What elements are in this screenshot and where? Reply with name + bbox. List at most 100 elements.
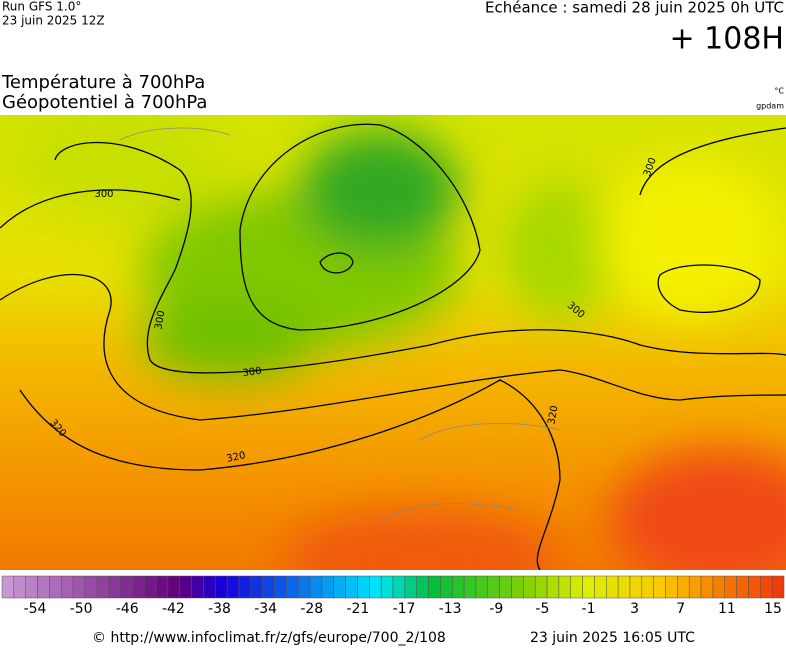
colorbar-swatch	[309, 575, 323, 599]
colorbar-tick-label: -13	[439, 601, 462, 617]
colorbar-swatch	[345, 575, 358, 599]
colorbar-tick-label: -46	[116, 601, 139, 617]
colorbar-tick-label: 7	[676, 601, 685, 617]
colorbar-swatch	[191, 575, 204, 599]
colorbar-swatch	[736, 575, 749, 599]
colorbar-swatch	[96, 575, 109, 599]
colorbar-tick-label: 3	[630, 601, 639, 617]
forecast: Echéance : samedi 28 juin 2025 0h UTC	[485, 0, 784, 17]
colorbar-swatch	[428, 575, 441, 599]
colorbar-tick-label: -28	[300, 601, 323, 617]
map	[0, 115, 786, 570]
colorbar-swatch	[653, 575, 666, 599]
colorbar-swatch	[724, 575, 737, 599]
colorbar-tick-label: 15	[764, 601, 782, 617]
colorbar-swatch	[120, 575, 133, 599]
colorbar-swatch	[594, 575, 607, 599]
contour-label: 300	[242, 366, 262, 380]
unit-temperature: °C	[774, 87, 784, 96]
colorbar-swatch	[523, 575, 536, 599]
colorbar-swatch	[771, 575, 785, 599]
colorbar-swatch	[25, 575, 38, 599]
colorbar-tick-label: -34	[254, 601, 277, 617]
colorbar-tick-label: -1	[582, 601, 596, 617]
colorbar-swatch	[37, 575, 50, 599]
footer-date: 23 juin 2025 16:05 UTC	[530, 630, 695, 646]
colorbar-swatch	[440, 575, 453, 599]
colorbar-swatch	[511, 575, 524, 599]
colorbar-swatch	[451, 575, 465, 599]
run: Run GFS 1.0°	[2, 0, 81, 14]
colorbar-swatch	[238, 575, 252, 599]
colorbar-swatch	[167, 575, 180, 599]
colorbar-tick-label: -9	[489, 601, 503, 617]
colorbar-swatch	[357, 575, 370, 599]
unit-geopotential: gpdam	[756, 102, 784, 111]
colorbar-tick-label: -54	[24, 601, 47, 617]
colorbar-swatch	[534, 575, 548, 599]
colorbar-tick-label: -50	[70, 601, 93, 617]
colorbar-swatch	[617, 575, 631, 599]
colorbar-swatch	[369, 575, 382, 599]
contour-label: 320	[226, 450, 247, 465]
colorbar-swatch	[108, 575, 121, 599]
contour-label: 300	[94, 189, 113, 200]
colorbar-swatch	[665, 575, 678, 599]
colorbar-swatch	[582, 575, 595, 599]
colorbar-swatch	[558, 575, 571, 599]
colorbar-swatch	[712, 575, 726, 599]
colorbar-swatch	[677, 575, 690, 599]
colorbar-tick-label: -42	[162, 601, 185, 617]
colorbar-swatch	[700, 575, 714, 599]
colorbar-swatch	[250, 575, 263, 599]
colorbar-swatch	[132, 575, 145, 599]
title-temperature: Température à 700hPa	[1, 72, 205, 93]
colorbar-swatch	[546, 575, 560, 599]
colorbar-swatch	[13, 575, 26, 599]
colorbar-tick-label: -38	[208, 601, 231, 617]
colorbar-swatch	[84, 575, 98, 599]
colorbar-swatch	[392, 575, 406, 599]
colorbar-swatch	[333, 575, 346, 599]
colorbar-swatch	[72, 575, 86, 599]
colorbar-swatch	[475, 575, 489, 599]
colorbar-swatch	[487, 575, 500, 599]
colorbar-swatch	[380, 575, 394, 599]
colorbar-tick-label: 11	[718, 601, 736, 617]
colorbar-swatch	[262, 575, 275, 599]
colorbar-swatch	[606, 575, 619, 599]
colorbar-swatch	[49, 575, 62, 599]
colorbar-swatch	[143, 575, 157, 599]
colorbar-swatch	[321, 575, 335, 599]
colorbar-swatch	[215, 575, 228, 599]
colorbar-swatch	[629, 575, 643, 599]
colorbar-swatch	[274, 575, 287, 599]
colorbar-swatch	[570, 575, 583, 599]
contour-label: 320	[546, 405, 560, 426]
colorbar-swatch	[155, 575, 169, 599]
colorbar-swatch	[179, 575, 192, 599]
colorbar-swatch	[688, 575, 702, 599]
colorbar-swatch	[404, 575, 417, 599]
colorbar-swatch	[203, 575, 216, 599]
title-geopotential: Géopotentiel à 700hPa	[2, 92, 207, 113]
colorbar-swatch	[416, 575, 429, 599]
colorbar-tick-label: -17	[393, 601, 416, 617]
colorbar-swatch	[1, 575, 15, 599]
colorbar-swatch	[60, 575, 74, 599]
colorbar-swatch	[463, 575, 477, 599]
colorbar-swatch	[499, 575, 512, 599]
colorbar-swatch	[286, 575, 299, 599]
run-date: 23 juin 2025 12Z	[2, 14, 105, 28]
lead-time: + 108H	[670, 22, 785, 57]
colorbar-tick-label: -5	[535, 601, 549, 617]
footer-source: © http://www.infoclimat.fr/z/gfs/europe/…	[92, 630, 446, 646]
colorbar-swatch	[760, 575, 773, 599]
colorbar-swatch	[641, 575, 654, 599]
colorbar-swatch	[748, 575, 761, 599]
colorbar-tick-label: -21	[346, 601, 369, 617]
contour-label: 300	[153, 310, 167, 331]
colorbar-swatch	[297, 575, 311, 599]
colorbar-swatch	[226, 575, 240, 599]
